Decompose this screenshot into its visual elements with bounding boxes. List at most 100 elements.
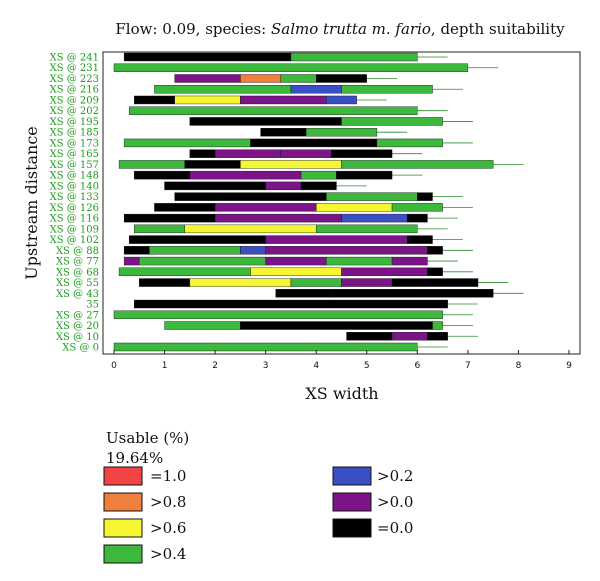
xs-segment [265,235,408,244]
y-axis-label: Upstream distance [22,126,41,280]
xs-segment [250,267,342,277]
xs-segment [407,235,433,244]
xs-segment [391,256,428,266]
xs-segment [189,170,302,180]
xs-segment [240,160,342,169]
xs-segment [118,160,185,169]
y-tick-label: XS @ 202 [50,106,99,117]
xs-segment [341,117,443,126]
legend-swatch [332,466,372,486]
y-tick-label: XS @ 0 [62,343,99,354]
xs-segment [316,224,418,234]
x-tick-label: 8 [516,361,522,371]
x-tick-label: 0 [111,361,117,371]
xs-segment [164,181,266,191]
xs-segment [391,332,428,341]
y-tick-label: XS @ 195 [50,117,99,128]
xs-segment [189,278,292,287]
xs-segment [290,278,342,287]
xs-segment [128,106,418,115]
xs-segment [265,181,302,191]
legend-label: >0.0 [377,493,413,511]
y-tick-label: XS @ 157 [50,160,99,171]
xs-segment [326,256,393,266]
xs-segment [123,246,150,255]
xs-segment [427,246,443,255]
xs-segment [123,138,251,148]
legend-label: =1.0 [150,467,186,485]
y-tick-label: XS @ 102 [50,235,99,246]
xs-segment [316,203,393,212]
plot-area [113,52,524,352]
x-tick-label: 6 [414,361,420,371]
xs-segment [184,160,241,169]
xs-segment [391,203,443,212]
xs-segment [326,95,357,105]
xs-segment [113,342,418,352]
xs-segment [280,149,332,158]
x-tick-label: 1 [162,361,168,371]
xs-segment [336,170,393,180]
y-tick-label: XS @ 165 [50,149,99,160]
xs-segment [250,138,378,148]
y-tick-label: XS @ 126 [50,203,99,214]
xs-segment [376,138,443,148]
y-tick-label: XS @ 148 [50,171,99,182]
xs-segment [341,160,494,169]
x-tick-labels: 0 1 2 3 4 5 6 7 8 9 [111,350,572,371]
xs-segment [123,52,292,62]
xs-segment [123,256,140,266]
xs-segment [174,95,241,105]
legend-label: >0.6 [150,519,186,537]
y-tick-label: XS @ 88 [56,246,99,257]
plot-frame [102,51,581,355]
xs-segment [341,267,428,277]
xs-segment [214,149,282,158]
x-tick-label: 5 [364,361,370,371]
legend-label: >0.4 [150,545,186,563]
xs-segment [290,52,418,62]
xs-segment [139,278,191,287]
legend-label: =0.0 [377,519,413,537]
xs-segment [174,192,327,201]
xs-segment [118,267,251,277]
xs-segment [346,332,393,341]
y-tick-label: XS @ 43 [56,289,99,300]
x-tick-label: 2 [212,361,218,371]
xs-segment [123,213,216,223]
x-tick-label: 7 [465,361,471,371]
y-tick-label: XS @ 231 [50,63,99,74]
y-tick-label: XS @ 27 [56,310,99,321]
xs-segment [341,85,433,94]
xs-segment [134,170,191,180]
y-tick-label: XS @ 173 [50,138,99,149]
y-tick-label: XS @ 140 [50,181,99,192]
y-tick-label: XS @ 77 [56,257,99,268]
xs-segment [427,332,448,341]
xs-segment [189,149,216,158]
y-tick-label: XS @ 10 [56,332,99,343]
title-suffix: , depth suitability [431,20,565,38]
xs-segment [214,213,342,223]
xs-segment [134,224,185,234]
xs-segment [240,74,282,83]
legend-swatch [103,466,143,486]
xs-segment [154,85,292,94]
xs-segment [290,85,342,94]
x-axis-label: XS width [305,384,378,403]
legend-title: Usable (%) [106,429,189,447]
xs-segment [265,246,428,255]
y-tick-label: XS @ 116 [50,214,99,225]
usable-percent: 19.64% [106,449,163,467]
xs-segment [391,278,479,287]
xs-segment [139,256,266,266]
xs-segment [341,213,408,223]
xs-segment [240,321,433,330]
legend-swatch [103,544,143,564]
xs-segment [240,95,327,105]
xs-segment [240,246,266,255]
title-prefix: Flow: 0.09, species: [115,20,271,38]
y-tick-label: XS @ 133 [50,192,99,203]
xs-segment [189,117,342,126]
